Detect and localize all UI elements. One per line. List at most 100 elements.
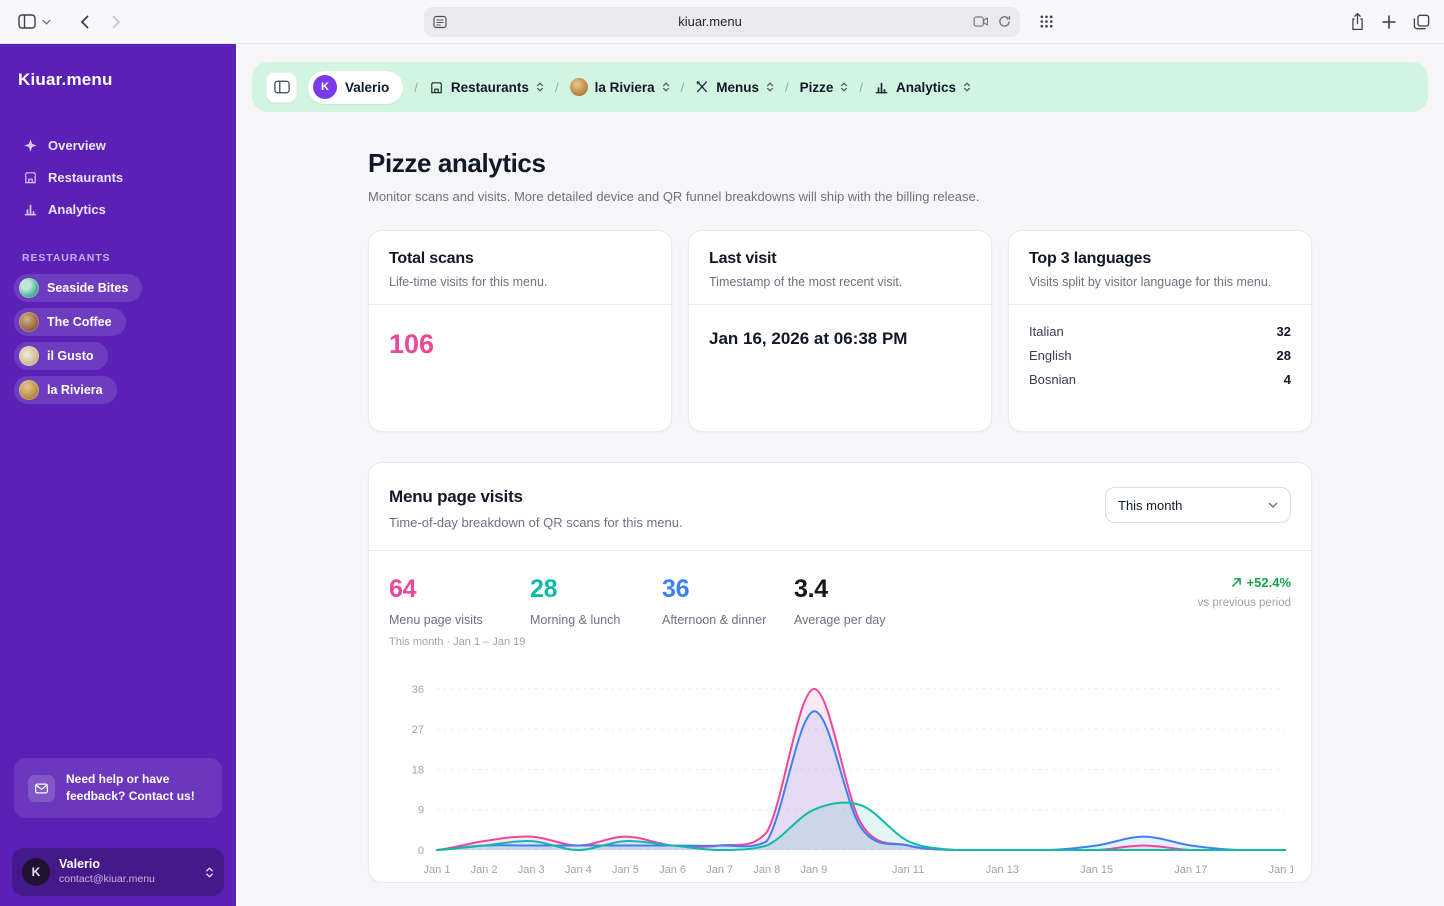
breadcrumb-separator: / (680, 79, 685, 95)
svg-text:Jan 4: Jan 4 (565, 864, 592, 876)
last-visit-card: Last visit Timestamp of the most recent … (688, 230, 992, 432)
sidebar-item-analytics[interactable]: Analytics (12, 194, 224, 224)
user-initial-badge: K (313, 75, 337, 99)
stat-morning-lunch: 28 Morning & lunch (530, 575, 662, 627)
breadcrumb-user[interactable]: K Valerio (308, 70, 404, 104)
back-button[interactable] (71, 9, 97, 35)
breadcrumb-label: Restaurants (450, 79, 529, 95)
svg-text:Jan 19: Jan 19 (1268, 864, 1293, 876)
visits-subtitle: Time-of-day breakdown of QR scans for th… (389, 515, 683, 530)
mail-icon (28, 774, 55, 802)
restaurant-name: il Gusto (47, 349, 94, 363)
trend-indicator: +52.4% vs previous period (1198, 575, 1291, 609)
stat-label: Average per day (794, 613, 886, 627)
total-scans-card: Total scans Life-time visits for this me… (368, 230, 672, 432)
sidebar-restaurant-the-coffee[interactable]: The Coffee (14, 308, 126, 336)
address-bar[interactable]: kiuar.menu (424, 6, 1020, 37)
camera-permission-icon[interactable] (973, 16, 989, 27)
sidebar-item-overview[interactable]: Overview (12, 130, 224, 160)
language-name: English (1029, 347, 1072, 363)
sidebar-restaurant-seaside-bites[interactable]: Seaside Bites (14, 274, 143, 302)
svg-text:36: 36 (412, 684, 424, 696)
tab-overview-icon[interactable] (1413, 14, 1430, 30)
stat-value: 36 (662, 575, 690, 603)
card-subtitle: Timestamp of the most recent visit. (709, 275, 903, 289)
bar-chart-icon (22, 202, 38, 217)
chevron-up-down-icon[interactable] (536, 81, 544, 93)
language-count: 28 (1276, 347, 1291, 363)
user-name: Valerio (59, 857, 100, 872)
breadcrumb-separator: / (414, 79, 418, 95)
breadcrumb-item-menus[interactable]: Menus (695, 80, 774, 95)
language-count: 32 (1276, 323, 1291, 339)
breadcrumb-item-pizze[interactable]: Pizze (800, 80, 849, 95)
trend-value: +52.4% (1246, 575, 1291, 590)
sidebar: Kiuar.menu Overview Restaurants Analytic… (0, 44, 236, 906)
stat-note: This month · Jan 1 – Jan 19 (389, 636, 526, 648)
user-menu[interactable]: K Valerio contact@kiuar.menu (12, 848, 224, 896)
restaurant-avatar (569, 78, 588, 96)
panel-toggle-button[interactable] (266, 71, 297, 103)
svg-text:Jan 8: Jan 8 (753, 864, 780, 876)
card-subtitle: Visits split by visitor language for thi… (1029, 275, 1272, 289)
stat-value: 64 (389, 575, 417, 603)
restaurant-name: The Coffee (47, 315, 112, 329)
sidebar-item-restaurants[interactable]: Restaurants (12, 162, 224, 192)
chevron-down-icon[interactable] (42, 19, 51, 25)
card-title: Last visit (709, 250, 777, 267)
nav-label: Restaurants (48, 169, 124, 185)
breadcrumb-item-la-riviera[interactable]: la Riviera (569, 78, 670, 96)
total-scans-value: 106 (389, 329, 435, 359)
app-logo: Kiuar.menu (18, 70, 113, 89)
breadcrumb-label: la Riviera (594, 79, 655, 95)
visits-stats-row: 64 Menu page visits This month · Jan 1 –… (369, 550, 1311, 654)
chevron-up-down-icon[interactable] (963, 81, 971, 93)
chevron-up-down-icon[interactable] (766, 81, 774, 93)
svg-text:Jan 13: Jan 13 (986, 864, 1019, 876)
stat-value: 28 (530, 575, 558, 603)
menu-page-visits-card: Menu page visits Time-of-day breakdown o… (368, 462, 1312, 883)
language-count: 4 (1283, 371, 1291, 387)
breadcrumb-label: Menus (716, 79, 759, 95)
sidebar-restaurant-il-gusto[interactable]: il Gusto (14, 342, 108, 370)
chevron-up-down-icon[interactable] (662, 81, 670, 93)
language-name: Bosnian (1029, 371, 1076, 387)
date-range-select[interactable]: This month (1105, 487, 1291, 523)
language-row: Bosnian 4 (1029, 367, 1291, 391)
stat-label: Menu page visits (389, 613, 483, 627)
card-title: Total scans (389, 250, 474, 267)
svg-text:9: 9 (418, 805, 424, 817)
chevron-up-down-icon[interactable] (840, 81, 848, 93)
breadcrumb-item-restaurants[interactable]: Restaurants (429, 80, 544, 95)
forward-button[interactable] (103, 9, 129, 35)
last-visit-value: Jan 16, 2026 at 06:38 PM (709, 329, 908, 348)
sidebar-restaurant-la-riviera[interactable]: la Riviera (14, 376, 117, 404)
card-subtitle: Life-time visits for this menu. (389, 275, 548, 289)
trend-label: vs previous period (1197, 597, 1291, 609)
svg-text:Jan 6: Jan 6 (659, 864, 686, 876)
page-subtitle: Monitor scans and visits. More detailed … (368, 189, 980, 204)
reload-icon[interactable] (998, 15, 1011, 28)
breadcrumb-user-label: Valerio (345, 79, 390, 95)
svg-text:0: 0 (418, 845, 424, 857)
storefront-icon (429, 80, 444, 95)
breadcrumb-separator: / (785, 79, 789, 95)
stat-afternoon-dinner: 36 Afternoon & dinner (662, 575, 794, 627)
utensils-icon (695, 80, 709, 94)
help-card[interactable]: Need help or have feedback? Contact us! (14, 758, 222, 818)
new-tab-icon[interactable] (1382, 14, 1396, 29)
breadcrumb-label: Analytics (896, 79, 957, 95)
nav-label: Overview (48, 137, 106, 153)
restaurant-list: Seaside Bites The Coffee il Gusto la Riv… (12, 274, 224, 404)
share-icon[interactable] (1350, 12, 1365, 31)
chevron-up-down-icon (205, 866, 214, 879)
restaurant-avatar (19, 312, 39, 332)
help-text: Need help or have feedback? Contact us! (66, 772, 195, 804)
breadcrumb-item-analytics[interactable]: Analytics (874, 80, 971, 95)
browser-sidebar-icon[interactable] (14, 9, 40, 35)
url-text: kiuar.menu (678, 14, 742, 29)
page-settings-icon[interactable] (433, 15, 447, 29)
svg-text:Jan 7: Jan 7 (706, 864, 733, 876)
apps-grid-icon[interactable] (1032, 8, 1060, 36)
restaurant-name: Seaside Bites (47, 281, 129, 295)
